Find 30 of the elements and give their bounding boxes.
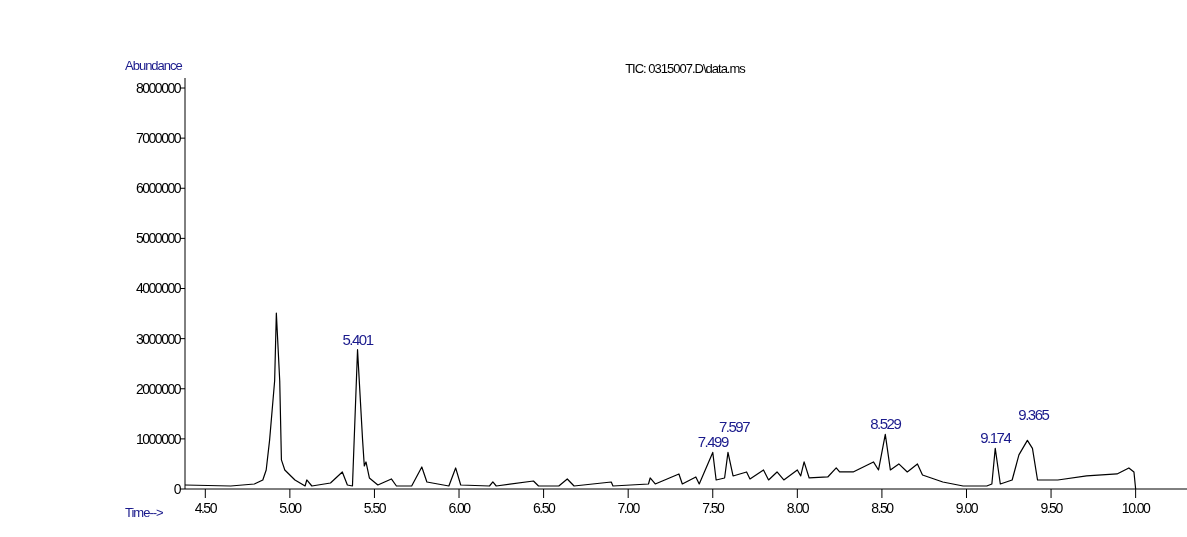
y-tick-label: 1000000	[135, 430, 182, 447]
x-tick-label: 9.50	[1040, 500, 1064, 516]
y-tick-label: 5000000	[135, 230, 182, 247]
annotation: 9.365	[1018, 406, 1050, 424]
x-tick-label: 9.00	[955, 500, 979, 516]
y-tick-label: 6000000	[135, 180, 182, 197]
y-tick-label: 2000000	[135, 380, 182, 397]
x-axis-title: Time-->	[125, 505, 164, 520]
y-tick-label: 4000000	[135, 280, 182, 297]
x-tick-label: 6.50	[532, 500, 556, 516]
x-tick-label: 7.50	[702, 500, 726, 516]
y-tick-label: 8000000	[135, 79, 182, 96]
x-tick-label: 7.00	[617, 500, 641, 516]
annotation: 7.597	[718, 418, 751, 436]
y-tick-label: 0	[173, 480, 182, 497]
x-tick-label: 8.00	[786, 500, 810, 516]
x-tick-label: 6.00	[448, 500, 472, 516]
x-tick-label: 4.50	[194, 500, 218, 516]
x-tick-label: 10.00	[1121, 500, 1152, 516]
x-tick-label: 5.50	[363, 500, 387, 516]
annotation: 5.401	[342, 330, 374, 348]
annotation: 7.499	[697, 433, 729, 451]
x-tick-label: 5.00	[279, 500, 303, 516]
y-tick-label: 7000000	[135, 130, 182, 147]
x-tick-label: 8.50	[871, 500, 895, 516]
y-axis-title: Abundance	[125, 58, 183, 73]
annotation: 8.529	[870, 415, 902, 433]
annotation: 9.174	[980, 429, 1012, 447]
chart-title: TIC: 0315007.D\data.ms	[625, 61, 747, 76]
y-tick-label: 3000000	[135, 330, 182, 347]
